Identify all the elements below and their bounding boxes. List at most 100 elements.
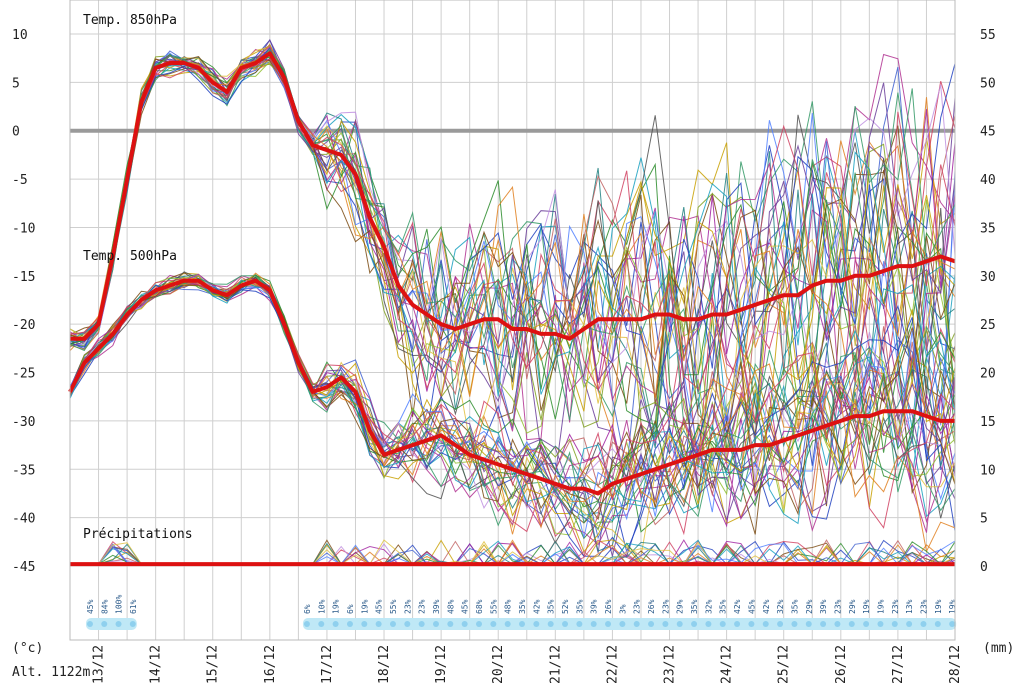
snow-flake-icon	[834, 621, 841, 627]
chart-axes: 1050-5-10-15-20-25-30-35-40-455550454035…	[12, 0, 996, 684]
x-tick-label: 21/12	[548, 645, 563, 684]
precip-probability-label: 23%	[891, 599, 900, 614]
snow-flake-icon	[949, 621, 956, 627]
precip-probability-label: 45%	[747, 599, 756, 614]
ensemble-member-line	[69, 275, 956, 553]
x-tick-label: 25/12	[777, 645, 792, 684]
snow-flake-icon	[346, 621, 353, 627]
precip-probability-label: 84%	[100, 599, 109, 614]
left-tick-label: -35	[12, 463, 35, 478]
snow-flake-icon	[633, 621, 640, 627]
precip-probability-label: 45%	[461, 599, 470, 614]
precip-probability-label: 6%	[303, 604, 312, 614]
snow-flake-icon	[863, 621, 870, 627]
precip-probability-label: 6%	[346, 604, 355, 614]
precip-probability-label: 23%	[661, 599, 670, 614]
snow-flake-icon	[619, 621, 626, 627]
snow-flake-icon	[691, 621, 698, 627]
plot-frame	[69, 0, 956, 641]
x-tick-label: 26/12	[834, 645, 849, 684]
ensemble-member-line	[69, 46, 956, 455]
precip-probability-label: 35%	[575, 599, 584, 614]
precip-probability-label: 26%	[604, 599, 613, 614]
precip-probability-label: 35%	[547, 599, 556, 614]
precip-probability-label: 26%	[647, 599, 656, 614]
ensemble-member-line	[69, 48, 956, 480]
precip-probability-label: 29%	[848, 599, 857, 614]
snow-flake-icon	[476, 621, 483, 627]
left-tick-label: -25	[12, 367, 35, 382]
right-tick-label: 0	[980, 560, 988, 575]
ensemble-member-line	[69, 46, 956, 418]
snow-flake-icon	[129, 621, 136, 627]
precip-probability-label: 29%	[805, 599, 814, 614]
snow-flake-icon	[389, 621, 396, 627]
right-tick-label: 20	[980, 367, 996, 382]
precip-probability-label: 55%	[389, 599, 398, 614]
precip-probability-label: 19%	[332, 599, 341, 614]
ensemble-member-line	[69, 47, 956, 434]
panel-title-precip: Précipitations	[83, 527, 193, 542]
right-tick-label: 55	[980, 28, 996, 43]
snow-flake-icon	[590, 621, 597, 627]
snow-flake-icon	[562, 621, 569, 627]
ensemble-member-line	[69, 273, 956, 526]
ensemble-member-line	[69, 60, 956, 458]
precip-probability-label: 19%	[862, 599, 871, 614]
snow-flake-icon	[648, 621, 655, 627]
snow-flake-icon	[332, 621, 339, 627]
snow-flake-icon	[404, 621, 411, 627]
snow-flake-icon	[361, 621, 368, 627]
precip-probability-label: 13%	[905, 599, 914, 614]
snow-flake-icon	[705, 621, 712, 627]
ensemble-member-line	[69, 277, 956, 558]
snow-flake-icon	[762, 621, 769, 627]
x-tick-label: 15/12	[206, 645, 221, 684]
precip-probability-label: 23%	[403, 599, 412, 614]
precip-probability-label: 32%	[704, 599, 713, 614]
left-axis-unit: (°c)	[12, 641, 43, 656]
snow-flake-icon	[734, 621, 741, 627]
right-tick-label: 5	[980, 512, 988, 527]
x-tick-label: 18/12	[377, 645, 392, 684]
precip-probability-label: 52%	[561, 599, 570, 614]
precip-probability-label: 10%	[317, 599, 326, 614]
precip-probability-label: 3%	[618, 604, 627, 614]
precip-probability-label: 23%	[919, 599, 928, 614]
precip-probability-label: 48%	[446, 599, 455, 614]
snow-flake-icon	[877, 621, 884, 627]
x-tick-label: 22/12	[605, 645, 620, 684]
snow-flake-icon	[504, 621, 511, 627]
snow-flake-icon	[461, 621, 468, 627]
left-tick-label: -30	[12, 415, 35, 430]
snow-flake-icon	[605, 621, 612, 627]
precip-probability-label: 35%	[719, 599, 728, 614]
snow-flake-icon	[891, 621, 898, 627]
snow-flake-icon	[447, 621, 454, 627]
snow-flake-icon	[519, 621, 526, 627]
x-tick-label: 13/12	[92, 645, 107, 684]
snow-flake-icon	[777, 621, 784, 627]
snow-flake-icon	[848, 621, 855, 627]
snow-flake-icon	[318, 621, 325, 627]
altitude-label: Alt. 1122m	[12, 665, 90, 680]
snow-flake-icon	[662, 621, 669, 627]
precip-probability-label: 42%	[532, 599, 541, 614]
left-tick-label: -20	[12, 318, 35, 333]
snow-flake-icon	[820, 621, 827, 627]
precip-probability-label: 42%	[762, 599, 771, 614]
right-tick-label: 45	[980, 125, 996, 140]
left-tick-label: 0	[12, 125, 20, 140]
precip-probability-label: 23%	[833, 599, 842, 614]
precip-probability-label: 29%	[676, 599, 685, 614]
right-tick-label: 25	[980, 318, 996, 333]
precip-snow-bar	[85, 618, 137, 630]
precip-probability-label: 48%	[504, 599, 513, 614]
panel-title-500: Temp. 500hPa	[83, 249, 177, 264]
ensemble-member-line	[69, 55, 956, 431]
precip-probability-label: 35%	[690, 599, 699, 614]
x-tick-label: 27/12	[891, 645, 906, 684]
left-tick-label: 10	[12, 28, 28, 43]
snow-flake-icon	[533, 621, 540, 627]
snow-flake-icon	[115, 621, 122, 627]
